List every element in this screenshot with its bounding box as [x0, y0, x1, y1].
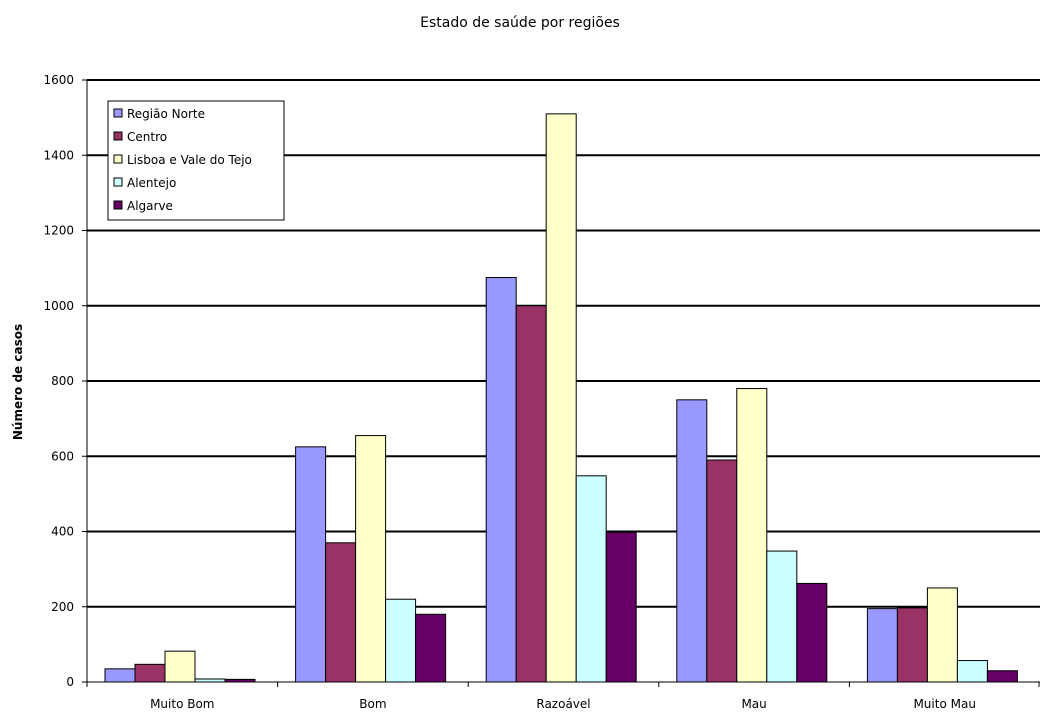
x-tick-label: Bom — [359, 697, 386, 711]
bar — [355, 435, 387, 683]
axes: 0 200 400 600 800 1000 1200 1400 1600 Muito Bom Bo… — [43, 73, 1040, 711]
bars — [104, 113, 1018, 683]
legend-swatch — [113, 200, 123, 210]
bar — [676, 399, 708, 683]
y-tick-label: 1400 — [43, 148, 74, 162]
bar — [766, 550, 798, 683]
bar — [736, 388, 768, 683]
bar — [515, 305, 547, 683]
legend-swatch — [113, 154, 123, 164]
bar — [415, 613, 447, 683]
bar — [134, 663, 166, 683]
legend-label: Centro — [127, 130, 167, 144]
legend-label: Algarve — [127, 199, 173, 213]
chart-title: Estado de saúde por regiões — [420, 15, 620, 31]
legend-swatch — [113, 108, 123, 118]
bar — [485, 277, 517, 683]
y-axis-label: Número de casos — [11, 324, 25, 440]
bar — [545, 113, 577, 683]
bar — [325, 542, 357, 683]
x-tick-label: Muito Bom — [150, 697, 214, 711]
legend-label: Região Norte — [127, 107, 205, 121]
legend-label: Lisboa e Vale do Tejo — [127, 153, 252, 167]
bar — [575, 475, 607, 683]
bar — [796, 582, 828, 683]
bar — [605, 531, 637, 683]
y-tick-label: 400 — [51, 525, 74, 539]
x-tick-label: Razoável — [536, 697, 590, 711]
legend-swatch — [113, 131, 123, 141]
bar — [896, 607, 928, 683]
legend-swatch — [113, 177, 123, 187]
legend-box — [107, 100, 285, 221]
bar — [926, 587, 958, 683]
bar — [986, 670, 1018, 683]
bar — [866, 608, 898, 683]
x-tick-label: Mau — [741, 697, 766, 711]
legend-label: Alentejo — [127, 176, 176, 190]
y-tick-label: 200 — [51, 600, 74, 614]
x-tick-label: Muito Mau — [913, 697, 975, 711]
y-tick-label: 600 — [51, 449, 74, 463]
bar — [706, 459, 738, 683]
legend: Região Norte Centro Lisboa e Vale do Tejo A… — [107, 100, 285, 221]
y-tick-label: 0 — [66, 675, 74, 689]
bar — [295, 446, 327, 683]
y-tick-label: 1000 — [43, 299, 74, 313]
y-tick-label: 1600 — [43, 73, 74, 87]
bar — [164, 650, 196, 683]
bar — [956, 660, 988, 683]
bar — [385, 598, 417, 683]
bar — [104, 668, 136, 683]
y-tick-label: 1200 — [43, 224, 74, 238]
y-tick-label: 800 — [51, 374, 74, 388]
